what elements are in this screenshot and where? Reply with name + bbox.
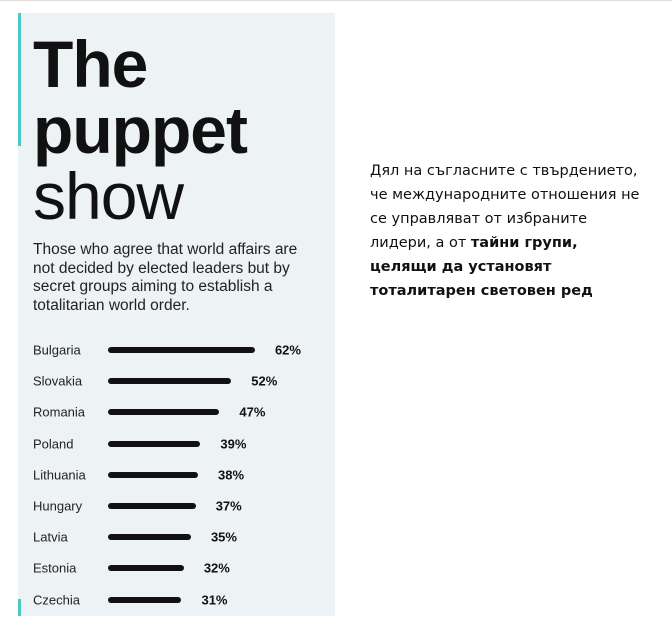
annotation-text: Дял на съгласните с твърдението, че межд…	[370, 163, 640, 251]
bar	[108, 378, 232, 385]
category-label: Estonia	[33, 560, 77, 576]
bar	[108, 440, 201, 447]
value-label: 39%	[220, 436, 247, 452]
annotation: Дял на съгласните с твърдението, че межд…	[370, 159, 645, 303]
category-label: Slovakia	[33, 373, 83, 389]
bar	[108, 503, 196, 509]
bar	[108, 409, 220, 416]
value-label: 62%	[274, 342, 301, 358]
bar	[108, 347, 255, 353]
title-line: The	[33, 27, 148, 101]
bar	[108, 471, 199, 478]
value-label: 35%	[210, 529, 237, 545]
title-line: puppet	[33, 93, 248, 167]
bar	[108, 596, 182, 603]
value-label: 52%	[251, 373, 278, 389]
category-label: Poland	[33, 436, 74, 452]
value-label: 31%	[201, 592, 228, 608]
category-label: Latvia	[33, 529, 68, 545]
title-line: show	[33, 159, 184, 233]
category-label: Lithuania	[33, 467, 86, 483]
category-label: Bulgaria	[33, 342, 81, 358]
value-label: 38%	[218, 467, 245, 483]
accent-line	[18, 13, 21, 146]
annotation-bold: тайни групи, целящи да установят тоталит…	[370, 235, 593, 299]
bar	[108, 534, 191, 541]
category-label: Romania	[33, 404, 86, 420]
chart-panel	[18, 13, 335, 616]
category-label: Czechia	[33, 592, 80, 608]
value-label: 47%	[239, 404, 266, 420]
category-label: Hungary	[33, 498, 83, 514]
subtitle: Those who agree that world affairs are n…	[33, 241, 298, 314]
bar	[108, 565, 184, 572]
value-label: 37%	[215, 498, 242, 514]
value-label: 32%	[203, 560, 230, 576]
accent-line	[18, 599, 21, 616]
